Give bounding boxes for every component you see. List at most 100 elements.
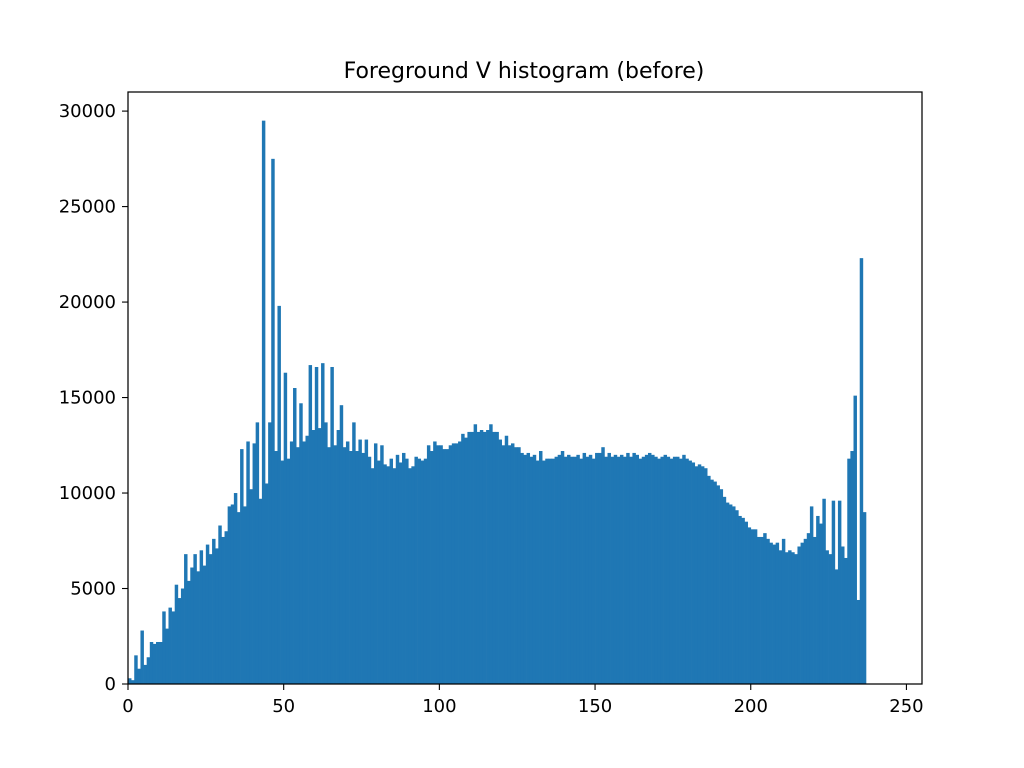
- histogram-bar: [507, 445, 512, 684]
- histogram-bar: [616, 456, 621, 684]
- histogram-bar: [252, 443, 257, 684]
- y-tick-label: 25000: [59, 197, 116, 218]
- histogram-bar: [498, 439, 502, 684]
- histogram-bar: [193, 554, 197, 684]
- histogram-bar: [327, 447, 331, 684]
- histogram-bar: [261, 120, 266, 684]
- histogram-bar: [311, 430, 316, 684]
- histogram-bar: [426, 445, 431, 684]
- histogram-bar: [735, 510, 739, 684]
- histogram-bar: [184, 554, 188, 684]
- histogram-bar: [411, 466, 415, 684]
- histogram-bar: [352, 422, 356, 684]
- histogram-bar: [364, 439, 369, 684]
- histogram-bar: [766, 538, 770, 684]
- y-axis: 0 5000 10000 15000 20000 25000 30000: [59, 101, 128, 695]
- histogram-bar: [825, 550, 829, 684]
- histogram-bar: [763, 533, 767, 684]
- histogram-bar: [663, 454, 668, 684]
- histogram-bar: [672, 456, 677, 684]
- histogram-bar: [233, 493, 238, 684]
- histogram-bar: [539, 451, 543, 684]
- y-tick-label: 30000: [59, 101, 116, 122]
- histogram-bar: [551, 458, 555, 684]
- histogram-bar: [308, 365, 313, 684]
- histogram-bar: [532, 454, 537, 684]
- histogram-bar: [853, 395, 857, 684]
- histogram-bar: [588, 454, 593, 684]
- histogram-bar: [128, 678, 132, 684]
- histogram-bar: [296, 447, 300, 684]
- chart-title: Foreground V histogram (before): [344, 59, 705, 84]
- histogram-bar: [420, 460, 425, 684]
- histogram-bar: [719, 489, 724, 684]
- histogram-bar: [215, 548, 219, 684]
- histogram-bar: [448, 445, 453, 684]
- histogram-bar: [246, 441, 250, 684]
- histogram-bar: [302, 441, 306, 684]
- histogram-bar: [224, 531, 228, 684]
- histogram-bar: [563, 456, 568, 684]
- histogram-bar: [140, 630, 144, 684]
- histogram-bar: [819, 523, 823, 684]
- histogram-bar: [482, 431, 487, 684]
- histogram-bar: [358, 439, 362, 684]
- histogram-bar: [389, 458, 394, 684]
- x-tick-label: 150: [578, 696, 612, 717]
- histogram-bar: [529, 456, 534, 684]
- histogram-bar: [834, 569, 839, 684]
- histogram-bar: [679, 458, 683, 684]
- histogram-bar: [162, 611, 166, 684]
- histogram-bar: [741, 517, 745, 684]
- histogram-bar: [221, 536, 225, 684]
- histogram-bar: [697, 464, 702, 684]
- histogram-bar: [305, 435, 309, 684]
- histogram-bar: [383, 464, 387, 684]
- histogram-bar: [844, 557, 848, 684]
- histogram-bar: [467, 431, 471, 684]
- y-tick-label: 20000: [59, 292, 116, 313]
- histogram-bar: [847, 458, 851, 684]
- histogram-bar: [377, 460, 381, 684]
- histogram-bar: [202, 565, 207, 684]
- histogram-bar: [423, 458, 428, 684]
- histogram-bar: [548, 458, 552, 684]
- histogram-bar: [781, 538, 786, 684]
- histogram-bar: [504, 435, 509, 684]
- histogram-bar: [654, 456, 658, 684]
- histogram-bar: [196, 571, 200, 684]
- histogram-bar: [651, 454, 655, 684]
- histogram-bar: [685, 458, 689, 684]
- histogram-bar: [542, 460, 546, 684]
- histogram-bar: [265, 483, 269, 684]
- histogram-bar: [470, 431, 474, 684]
- histogram-bar: [791, 552, 795, 684]
- histogram-bar: [809, 506, 814, 684]
- histogram-bar: [501, 445, 506, 684]
- histogram-bar: [831, 500, 836, 684]
- histogram-bar: [785, 552, 789, 684]
- histogram-bar: [386, 466, 390, 684]
- histogram-bar: [355, 451, 359, 684]
- x-tick-label: 250: [889, 696, 923, 717]
- histogram-bar: [691, 462, 696, 684]
- histogram-bar: [174, 584, 179, 684]
- histogram-bar: [330, 366, 334, 684]
- histogram-bar: [716, 485, 720, 684]
- histogram-bar: [859, 258, 864, 684]
- x-tick-label: 200: [734, 696, 768, 717]
- histogram-bar: [473, 424, 478, 684]
- histogram-bar: [800, 542, 805, 684]
- histogram-bar: [286, 458, 291, 684]
- histogram-bar: [317, 428, 322, 684]
- histogram-bar: [370, 468, 375, 684]
- histogram-bar: [813, 536, 817, 684]
- histogram-bar: [402, 452, 406, 684]
- histogram-bar: [156, 641, 160, 684]
- histogram-bar: [476, 431, 481, 684]
- histogram-bar: [526, 452, 531, 684]
- histogram-bar: [700, 466, 705, 684]
- x-axis: 0 50 100 150 200 250: [122, 684, 924, 717]
- histogram-bar: [131, 680, 135, 684]
- histogram-bar: [772, 544, 776, 684]
